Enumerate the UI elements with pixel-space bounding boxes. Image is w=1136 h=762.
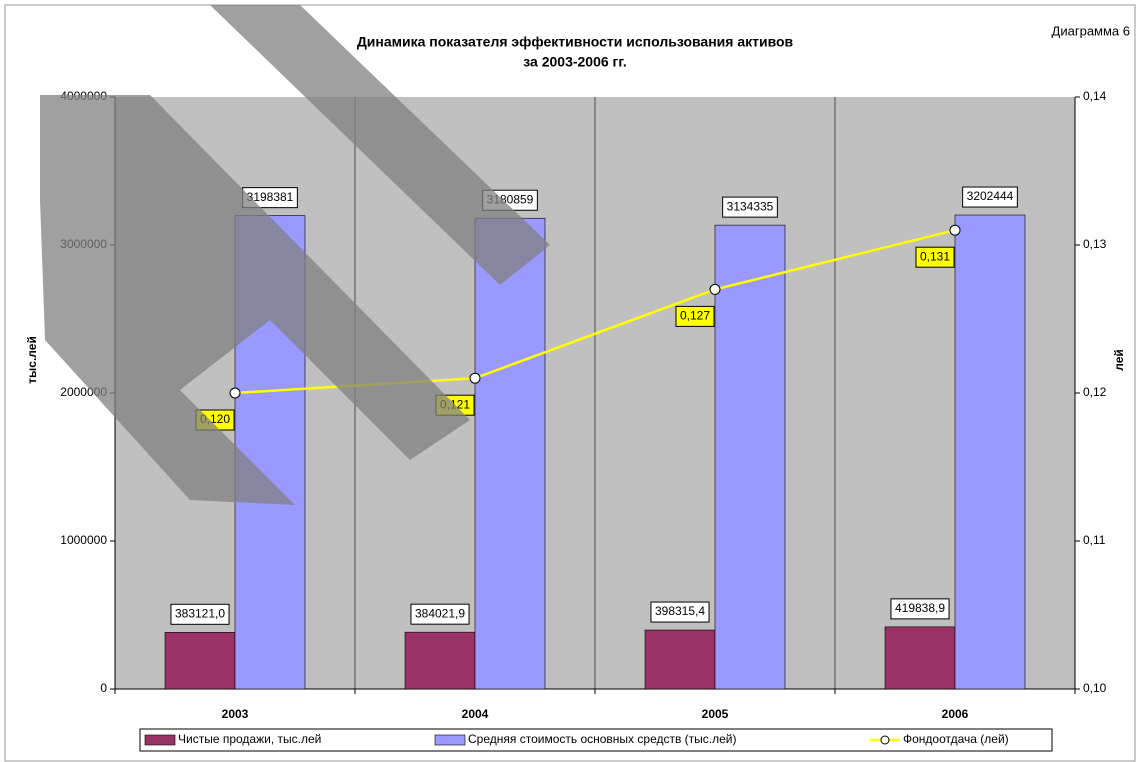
legend-swatch [144,734,176,746]
x-tick-label: 2005 [702,707,729,721]
y-tick-label: 0 [100,681,107,695]
data-label: 419838,9 [895,601,945,615]
line-marker [709,283,721,295]
data-label-box [890,598,950,620]
data-label: 384021,9 [415,606,465,620]
bar [164,631,236,690]
data-label: 0,131 [920,249,950,263]
y2-tick-label: 0,14 [1083,89,1107,103]
data-label-box [170,603,230,625]
data-label: 383121,0 [175,606,225,620]
data-label-box [915,246,955,268]
data-label-box [722,196,778,218]
data-label: 3198381 [247,190,294,204]
bar [954,214,1026,690]
legend-marker [880,735,890,745]
data-label-box [650,601,710,623]
y2-tick-label: 0,13 [1083,237,1107,251]
chart-title: Динамика показателя эффективности исполь… [357,34,794,50]
watermark [40,95,470,505]
line-marker [949,224,961,236]
bar [474,217,546,690]
annotation: Диаграмма 6 [1052,23,1130,38]
bar [714,224,786,690]
bar [644,629,716,690]
chart-subtitle: за 2003-2006 гг. [523,54,626,70]
legend-label: Чистые продажи, тыс.лей [178,732,321,746]
data-label: 398315,4 [655,604,705,618]
y2-tick-label: 0,11 [1083,533,1106,547]
bar [404,631,476,690]
x-tick-label: 2003 [222,707,249,721]
x-tick-label: 2006 [942,707,969,721]
y-axis-label: тыс.лей [25,336,39,384]
data-label-box [675,305,715,327]
line-marker [229,387,241,399]
x-tick-label: 2004 [462,707,489,721]
data-label-box [962,186,1018,208]
data-label: 0,127 [680,309,710,323]
legend-label: Фондоотдача (лей) [903,732,1009,746]
data-label: 3134335 [727,199,774,213]
line-marker [469,372,481,384]
legend-swatch [434,734,466,746]
y2-tick-label: 0,12 [1083,385,1107,399]
bar [884,626,956,690]
legend [139,728,1053,752]
y2-axis-label: лей [1112,349,1126,371]
data-label: 3202444 [967,189,1014,203]
watermark [210,5,550,285]
legend-label: Средняя стоимость основных средств (тыс.… [468,732,737,746]
data-label-box [410,603,470,625]
y-tick-label: 1000000 [60,533,107,547]
y2-tick-label: 0,10 [1083,681,1107,695]
